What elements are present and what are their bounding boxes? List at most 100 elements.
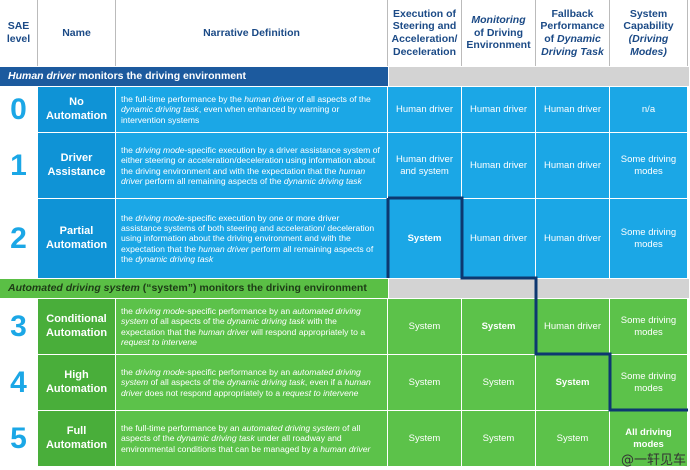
text-segment: with the expectation that the xyxy=(121,316,337,337)
execution-cell: System xyxy=(388,199,461,278)
text-segment: -specific execution by one or more drive… xyxy=(121,212,375,254)
text-segment: monitors the driving environment xyxy=(75,70,247,83)
rich-text: the driving mode-specific execution by a… xyxy=(121,145,382,186)
level-number: 4 xyxy=(0,355,37,410)
rich-text: the driving mode-specific performance by… xyxy=(121,367,382,398)
monitoring-cell: Human driver xyxy=(462,199,535,278)
execution-cell: Human driver xyxy=(388,87,461,132)
monitoring-cell: System xyxy=(462,355,535,410)
text-segment: dynamic driving task xyxy=(176,433,255,444)
text-segment: driving mode xyxy=(135,144,185,155)
fallback-cell: Human driver xyxy=(536,87,609,132)
text-segment: Human driver xyxy=(8,70,76,83)
text-segment: , even if a xyxy=(304,377,345,388)
monitoring-cell: Human driver xyxy=(462,133,535,198)
monitoring-cell: System xyxy=(462,299,535,354)
text-segment: under all roadway and environmental cond… xyxy=(121,433,342,454)
text-segment: of all aspects of the xyxy=(121,423,361,444)
definition: the driving mode-specific execution by o… xyxy=(116,199,387,278)
execution-cell: System xyxy=(388,411,461,466)
level-name: High Automation xyxy=(38,355,115,410)
text-segment: driving mode xyxy=(135,367,185,378)
text-segment: , even when enhanced by warning or inter… xyxy=(121,104,340,125)
definition: the full-time performance by the human d… xyxy=(116,87,387,132)
text-segment: the full-time performance by an xyxy=(121,423,242,434)
text-segment: dynamic driving task xyxy=(121,104,199,115)
level-number: 2 xyxy=(0,199,37,278)
fallback-cell: System xyxy=(536,355,609,410)
monitoring-cell: Human driver xyxy=(462,87,535,132)
text-segment: request to intervene xyxy=(121,336,197,347)
definition: the driving mode-specific performance by… xyxy=(116,299,387,354)
text-segment: perform all remaining aspects of the xyxy=(142,175,284,186)
text-segment: human driver xyxy=(198,243,249,254)
column-header: Monitoring of Driving Environment xyxy=(462,0,536,66)
definition: the driving mode-specific performance by… xyxy=(116,355,387,410)
text-segment: of all aspects of the xyxy=(148,316,228,327)
text-segment: automated driving system xyxy=(121,305,361,327)
rich-text: Monitoring of Driving Environment xyxy=(466,14,531,52)
fallback-cell: Human driver xyxy=(536,299,609,354)
column-header: Narrative Definition xyxy=(116,0,388,66)
capability-cell: Some driving modes xyxy=(610,299,687,354)
band-filler xyxy=(389,279,689,298)
execution-cell: System xyxy=(388,299,461,354)
fallback-cell: Human driver xyxy=(536,133,609,198)
text-segment: (Driving Modes) xyxy=(628,33,669,58)
text-segment: System Capability xyxy=(623,7,674,33)
text-segment: dynamic driving task xyxy=(227,377,305,388)
section-band: Automated driving system (“system”) moni… xyxy=(0,279,388,298)
column-header: Execution of Steering and Acceleration/ … xyxy=(388,0,462,66)
text-segment: -specific execution by a driver assistan… xyxy=(121,144,380,176)
capability-cell: n/a xyxy=(610,87,687,132)
fallback-cell: Human driver xyxy=(536,199,609,278)
rich-text: the driving mode-specific performance by… xyxy=(121,306,382,347)
text-segment: the full-time performance by the xyxy=(121,94,245,105)
level-number: 0 xyxy=(0,87,37,132)
level-name: Full Automation xyxy=(38,411,115,466)
text-segment: dynamic driving task xyxy=(135,253,214,264)
text-segment: will respond appropriately to a xyxy=(248,326,366,337)
text-segment: human driver xyxy=(244,94,295,105)
column-header: Fallback Performance of Dynamic Driving … xyxy=(536,0,610,66)
level-name: Partial Automation xyxy=(38,199,115,278)
text-segment: perform all remaining aspects of the xyxy=(121,243,374,264)
capability-cell: Some driving modes xyxy=(610,355,687,410)
monitoring-cell: System xyxy=(462,411,535,466)
text-segment: does not respond appropriately to a xyxy=(142,387,283,398)
text-segment: the xyxy=(121,305,136,316)
column-header: System Capability (Driving Modes) xyxy=(610,0,688,66)
text-segment: Dynamic Driving Task xyxy=(541,33,604,58)
level-number: 5 xyxy=(0,411,37,466)
text-segment: driving mode xyxy=(135,305,185,316)
level-number: 3 xyxy=(0,299,37,354)
text-segment: automated driving system xyxy=(121,367,361,388)
level-name: No Automation xyxy=(38,87,115,132)
fallback-cell: System xyxy=(536,411,609,466)
definition: the driving mode-specific execution by a… xyxy=(116,133,387,198)
section-band: Human driver monitors the driving enviro… xyxy=(0,67,388,86)
text-segment: dynamic driving task xyxy=(283,175,362,186)
text-segment: automated driving system xyxy=(241,423,340,434)
text-segment: human driver xyxy=(121,377,371,398)
text-segment: human driver xyxy=(121,165,366,186)
text-segment: -specific performance by an xyxy=(184,367,293,378)
text-segment: Monitoring xyxy=(471,14,526,27)
level-name: Driver Assistance xyxy=(38,133,115,198)
text-segment: of Driving Environment xyxy=(466,26,531,52)
text-segment: driving mode xyxy=(135,212,185,223)
rich-text: Human driver monitors the driving enviro… xyxy=(8,70,246,83)
watermark: @一轩见车 xyxy=(620,453,686,468)
capability-cell: Some driving modes xyxy=(610,133,687,198)
text-segment: the xyxy=(121,212,136,223)
capability-cell: Some driving modes xyxy=(610,199,687,278)
rich-text: the driving mode-specific execution by o… xyxy=(121,213,382,265)
text-segment: -specific performance by an xyxy=(184,305,293,316)
band-filler xyxy=(389,67,689,86)
rich-text: System Capability (Driving Modes) xyxy=(614,8,683,58)
level-name: Conditional Automation xyxy=(38,299,115,354)
text-segment: request to intervene xyxy=(282,387,359,398)
level-number: 1 xyxy=(0,133,37,198)
column-header: SAE level xyxy=(0,0,38,66)
